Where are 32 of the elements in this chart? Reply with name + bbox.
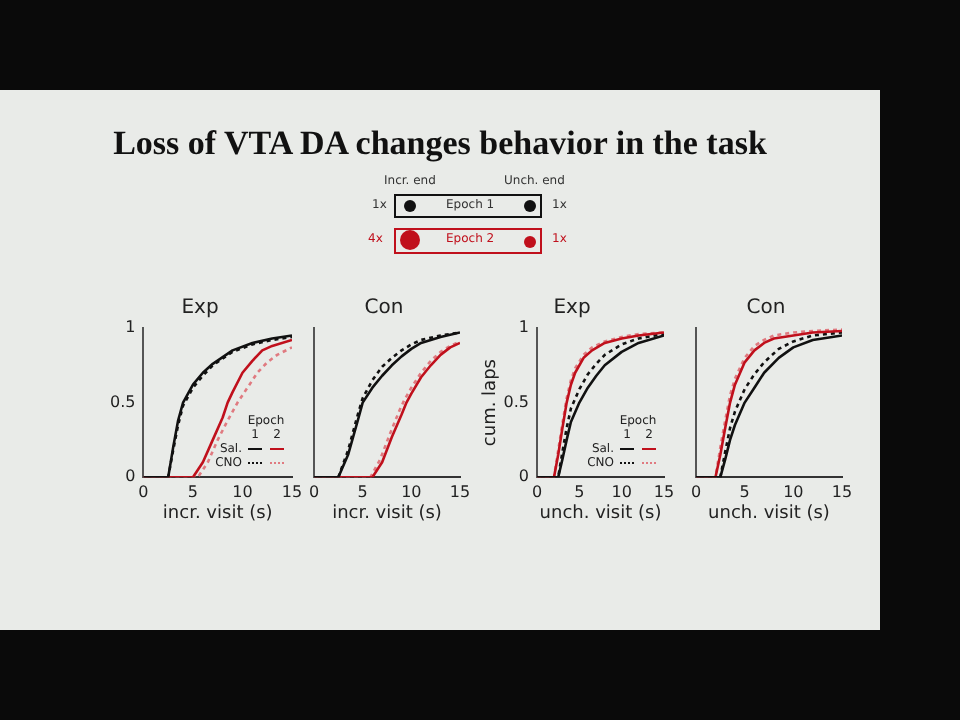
- x-tick-label: 10: [401, 482, 422, 501]
- x-tick-label: 0: [308, 482, 320, 501]
- x-tick-label: 15: [281, 482, 303, 501]
- x-tick-label: 10: [611, 482, 632, 501]
- x-tick-label: 10: [232, 482, 253, 501]
- chart-title: Exp: [553, 297, 591, 320]
- y-tick-label: 0: [125, 467, 136, 486]
- text: Loss of VTA DA changes behavior in the task: [111, 124, 769, 164]
- x-tick-label: 0: [531, 482, 543, 501]
- chart-title: Exp: [181, 297, 219, 320]
- x-axis-title: unch. visit (s): [708, 503, 830, 524]
- y-tick-label: 1: [518, 318, 530, 337]
- x-tick-label: 10: [783, 482, 804, 501]
- y-tick-label: 0: [518, 467, 530, 486]
- x-axis-title: incr. visit (s): [162, 503, 273, 524]
- x-tick-label: 5: [739, 482, 750, 501]
- y-axis-title: cum. laps: [481, 358, 502, 447]
- x-tick-label: 5: [574, 482, 585, 501]
- x-axis-title: incr. visit (s): [332, 503, 442, 524]
- x-tick-label: 15: [831, 482, 853, 501]
- x-tick-label: 15: [653, 482, 675, 501]
- chart-title: Con: [364, 297, 404, 320]
- x-axis-title: unch. visit (s): [539, 503, 662, 524]
- y-tick-label: 1: [125, 318, 136, 337]
- x-tick-label: 5: [357, 482, 368, 501]
- y-tick-label: 0.5: [109, 392, 136, 411]
- chart-title: Con: [746, 297, 786, 320]
- x-tick-label: 5: [187, 482, 199, 501]
- x-tick-label: 0: [690, 482, 702, 501]
- y-tick-label: 0.5: [503, 392, 530, 411]
- x-tick-label: 15: [449, 482, 471, 501]
- x-tick-label: 0: [138, 482, 149, 501]
